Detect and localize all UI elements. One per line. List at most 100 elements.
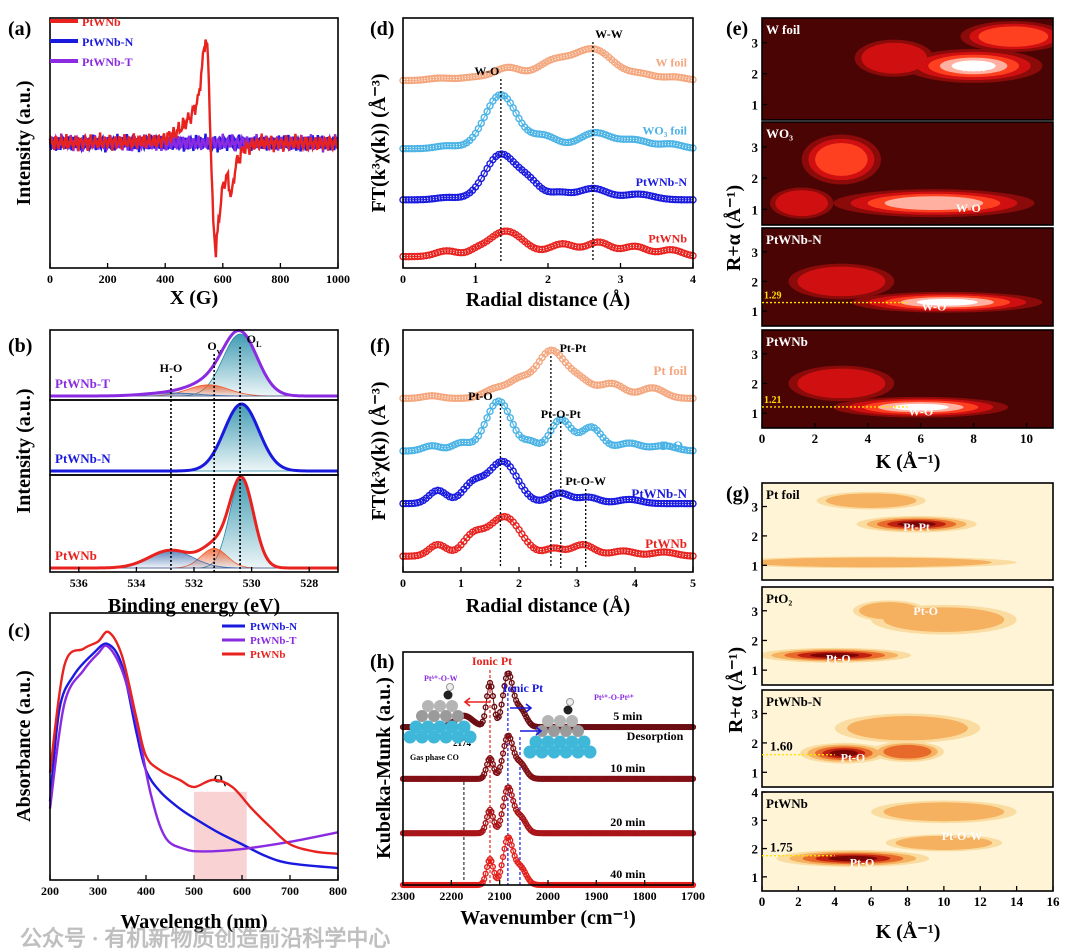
desorption-label: Desorption (627, 729, 684, 743)
x-tick-label: 1800 (633, 889, 657, 903)
subplot-title: W foil (766, 22, 800, 37)
data-point (480, 420, 488, 429)
gas-phase-label-text: Gas phase CO (410, 753, 459, 762)
series-PtWNb (399, 512, 697, 560)
series-line (402, 48, 694, 81)
x-tick-label-text: 534 (127, 576, 145, 590)
y-tick-label: 3 (752, 140, 759, 155)
support-atom (457, 720, 471, 734)
subplot-title: PtO₂ (766, 591, 792, 606)
feature-label-text: Pt-O (826, 651, 851, 665)
y-axis-label-text: R+α (Å⁻¹) (722, 185, 745, 271)
reference-label-text: H-O (160, 361, 183, 375)
x-tick-label-text: 16 (1047, 894, 1061, 909)
series-label-text: PtWNb (645, 536, 687, 551)
pt-atom (548, 725, 560, 737)
data-point (477, 119, 485, 127)
x-tick-label: 800 (271, 272, 289, 286)
time-label-text: 40 min (610, 867, 645, 881)
subplot-frame (761, 227, 1054, 327)
pt-atom (542, 715, 554, 727)
watermark: 公众号 · 有机新物质创造前沿科学中心 (20, 926, 390, 951)
reference-label-subscript: v (217, 347, 222, 356)
pt-atom (452, 710, 464, 722)
x-tick-label: 530 (243, 576, 261, 590)
panel-label-text: (g) (726, 483, 749, 505)
y-tick-label: 3 (752, 707, 759, 722)
y-tick-label-text: 1 (752, 663, 759, 678)
legend-label-text: PtWNb-T (82, 55, 133, 69)
x-tick-label: 1700 (681, 889, 705, 903)
x-axis-label-text: Wavenumber (cm⁻¹) (460, 907, 636, 929)
x-tick-label: 4 (832, 894, 839, 909)
y-tick-label: 3 (752, 36, 759, 51)
x-tick-label-text: 12 (974, 894, 987, 909)
pt-atom (434, 700, 446, 712)
x-tick-label: 400 (156, 272, 174, 286)
contour-level (797, 368, 886, 399)
x-tick-label: 2 (812, 431, 819, 446)
panel-label: (c) (8, 620, 30, 642)
legend-label-text: PtWNb-T (250, 635, 297, 647)
site-label: Ptᵟ⁺-O-Ptᵟ⁺ (594, 693, 634, 702)
feature-label: W-O (956, 201, 981, 215)
series-label-text: WO₃ foil (642, 124, 687, 138)
contour-level (775, 190, 829, 217)
series-label-text: PtWNb-N (636, 175, 688, 189)
contour-level (895, 835, 993, 850)
x-tick-label: 600 (214, 272, 232, 286)
data-point (502, 788, 510, 795)
pt-atom (422, 700, 434, 712)
x-tick-label: 1900 (584, 889, 608, 903)
x-tick-label-text: 400 (156, 272, 174, 286)
y-tick-label-text: 3 (752, 604, 759, 619)
series-PtO₂ (399, 397, 697, 455)
subplot-title-text: WO₃ (766, 126, 793, 141)
panel-label-text: (d) (370, 18, 394, 40)
subplot-title: PtWNb-N (766, 694, 822, 709)
site-label-text: Ptᵟ⁺-O-Ptᵟ⁺ (594, 693, 634, 702)
support-atom (529, 735, 543, 749)
x-tick-label: 1 (473, 272, 479, 286)
y-tick-label: 1 (752, 406, 759, 421)
x-tick-label-text: 4 (632, 576, 638, 590)
arrow-icon (510, 703, 533, 713)
legend-label: PtWNb-T (250, 635, 297, 647)
feature-label: Pt-O (850, 856, 875, 870)
x-tick-label: 2200 (439, 889, 463, 903)
reference-label: Pt-O-W (565, 474, 606, 488)
panel-label-text: (c) (8, 620, 30, 642)
data-point (500, 402, 509, 410)
series-line (402, 400, 694, 452)
y-tick-label-text: 3 (752, 347, 759, 362)
x-tick-label: 16 (1047, 894, 1061, 909)
co-adsorption-model-right (523, 698, 597, 759)
co-adsorption-model-left (403, 683, 477, 744)
pt-atom (446, 700, 458, 712)
contour-level (810, 652, 860, 658)
x-tick-label-text: 0 (400, 272, 406, 286)
support-atom (559, 745, 573, 759)
x-tick-label-text: 10 (1020, 431, 1033, 446)
y-tick-label-text: 2 (752, 633, 759, 648)
series-PtWNb-N (399, 457, 697, 508)
x-axis-label-text: Binding energy (eV) (108, 595, 280, 617)
y-axis-label-text: R+α (Å⁻¹) (724, 647, 747, 733)
panel-label: (g) (726, 483, 749, 505)
contour-level (829, 749, 858, 757)
y-tick-label-text: 3 (752, 500, 759, 515)
series-40 min (399, 834, 697, 889)
y-tick-label: 3 (752, 500, 759, 515)
time-label-text: 10 min (610, 761, 645, 775)
y-tick-label: 2 (752, 274, 759, 289)
y-tick-label-text: 2 (752, 67, 759, 82)
series-label: WO₃ foil (642, 124, 687, 138)
series-label-text: PtWNb (648, 232, 687, 246)
x-axis-label: Radial distance (Å) (466, 288, 630, 311)
x-tick-label-text: 2100 (488, 889, 512, 903)
subplot-title: Pt foil (766, 487, 800, 502)
x-tick-label: 2 (545, 272, 551, 286)
support-atom (409, 720, 423, 734)
x-axis-label: Wavenumber (cm⁻¹) (460, 907, 636, 929)
subplot-title-text: PtWNb (766, 334, 808, 349)
